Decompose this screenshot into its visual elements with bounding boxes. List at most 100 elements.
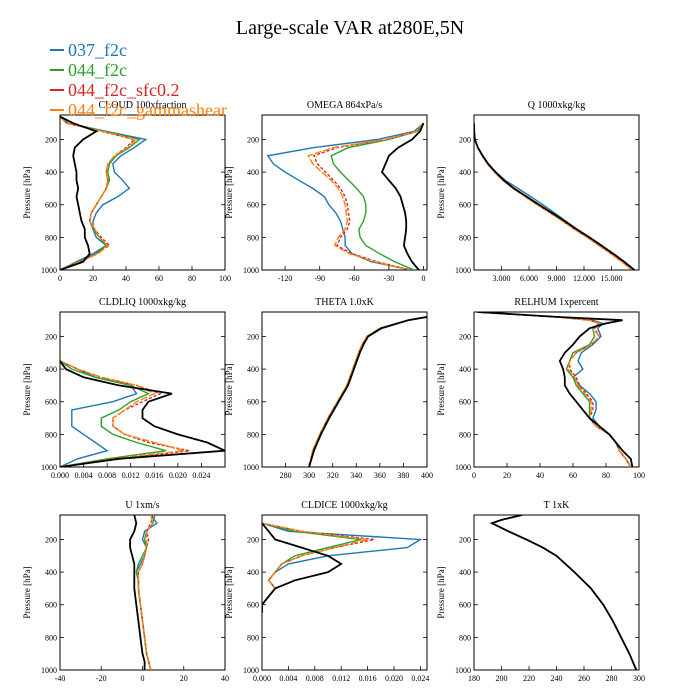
y-tick-label: 600 xyxy=(247,201,259,210)
x-tick-label: 12.000 xyxy=(573,274,595,283)
plot-frame xyxy=(59,311,226,468)
y-tick-label: 800 xyxy=(459,633,471,642)
y-tick-label: 400 xyxy=(247,168,259,177)
x-tick-label: 0 xyxy=(472,471,476,480)
panel-5: THETA 1.0xK Pressure [hPa] 200 400 600 800 100… xyxy=(224,297,433,480)
x-tick-label: 0.008 xyxy=(98,471,116,480)
y-tick-label: 800 xyxy=(247,233,259,242)
y-tick-label: 1000 xyxy=(455,266,471,275)
series-line-reference xyxy=(380,122,425,270)
series-line-reference xyxy=(474,123,635,270)
x-tick-label: -120 xyxy=(278,274,293,283)
x-tick-label: 3.000 xyxy=(493,274,511,283)
plot-frame xyxy=(261,114,428,271)
panel-title: T 1xK xyxy=(544,500,570,511)
x-tick-label: 340 xyxy=(350,471,362,480)
y-tick-label: 600 xyxy=(45,398,57,407)
series-line-044-f2c-sfc0-2 xyxy=(137,515,154,670)
y-tick-label: 600 xyxy=(45,601,57,610)
x-tick-label: 240 xyxy=(551,674,563,683)
x-tick-label: 0.020 xyxy=(385,674,403,683)
series-line-044-f2c-gammashear xyxy=(60,360,184,467)
y-tick-label: 200 xyxy=(45,135,57,144)
series-line-037-f2c xyxy=(308,316,427,467)
y-tick-label: 800 xyxy=(45,233,57,242)
y-axis-label: Pressure [hPa] xyxy=(224,166,234,218)
x-tick-label: 0.024 xyxy=(411,674,429,683)
y-tick-label: 1000 xyxy=(243,266,259,275)
x-tick-label: 200 xyxy=(496,674,508,683)
y-axis-label: Pressure [hPa] xyxy=(22,566,32,618)
panel-title: Q 1000xkg/kg xyxy=(528,100,586,111)
x-tick-label: 0.024 xyxy=(192,471,210,480)
y-tick-label: 800 xyxy=(45,430,57,439)
y-tick-label: 1000 xyxy=(243,463,259,472)
x-tick-label: 0.012 xyxy=(332,674,350,683)
x-tick-label: 180 xyxy=(468,674,480,683)
y-tick-label: 1000 xyxy=(41,266,57,275)
x-tick-label: -60 xyxy=(349,274,360,283)
y-tick-label: 400 xyxy=(247,365,259,374)
panel-title: RELHUM 1xpercent xyxy=(514,297,598,308)
x-tick-label: 40 xyxy=(122,274,130,283)
y-tick-label: 800 xyxy=(459,430,471,439)
legend-label: 044_f2c xyxy=(68,60,127,80)
series-line-037-f2c xyxy=(490,515,637,670)
x-tick-label: 100 xyxy=(219,274,231,283)
series-group xyxy=(474,123,635,270)
y-tick-label: 400 xyxy=(459,568,471,577)
x-tick-label: 60 xyxy=(569,471,577,480)
x-tick-label: 0.004 xyxy=(279,674,297,683)
x-tick-label: 0 xyxy=(141,674,145,683)
x-tick-label: 280 xyxy=(280,471,292,480)
series-line-044-f2c xyxy=(308,316,427,467)
plot-frame xyxy=(261,311,428,468)
y-tick-label: 200 xyxy=(247,332,259,341)
series-line-reference xyxy=(262,522,343,613)
panel-title: CLOUD 100xfraction xyxy=(98,100,186,111)
series-line-044-f2c-sfc0-2 xyxy=(474,123,633,270)
x-tick-label: 300 xyxy=(303,471,315,480)
x-tick-label: 40 xyxy=(536,471,544,480)
x-tick-label: 0.000 xyxy=(253,674,271,683)
y-axis-label: Pressure [hPa] xyxy=(436,363,446,415)
x-tick-label: 0.020 xyxy=(169,471,187,480)
y-axis-label: Pressure [hPa] xyxy=(224,363,234,415)
series-group xyxy=(262,522,423,613)
y-tick-label: 800 xyxy=(247,633,259,642)
series-group xyxy=(477,312,634,467)
x-tick-label: 300 xyxy=(633,674,645,683)
series-line-044-f2c-gammashear xyxy=(308,316,427,467)
x-tick-label: -30 xyxy=(384,274,395,283)
x-tick-label: 6.000 xyxy=(520,274,538,283)
y-tick-label: 200 xyxy=(45,332,57,341)
series-line-037-f2c xyxy=(477,312,632,467)
x-tick-label: 9.000 xyxy=(548,274,566,283)
series-group xyxy=(60,360,225,467)
y-axis-label: Pressure [hPa] xyxy=(22,166,32,218)
series-line-044-f2c xyxy=(490,515,637,670)
y-tick-label: 200 xyxy=(459,535,471,544)
series-line-044-f2c-sfc0-2 xyxy=(477,312,632,467)
series-line-044-f2c-gammashear xyxy=(477,312,632,467)
series-line-044-f2c-gammashear xyxy=(60,116,138,270)
x-tick-label: 100 xyxy=(633,471,645,480)
series-line-reference xyxy=(489,515,638,670)
y-tick-label: 400 xyxy=(247,568,259,577)
y-tick-label: 800 xyxy=(459,233,471,242)
y-tick-label: 200 xyxy=(459,135,471,144)
series-line-044-f2c-gammashear xyxy=(474,123,633,270)
plot-frame xyxy=(473,114,640,271)
series-line-reference xyxy=(129,515,146,670)
y-axis-label: Pressure [hPa] xyxy=(436,166,446,218)
series-line-044-f2c xyxy=(330,122,425,270)
x-tick-label: -90 xyxy=(314,274,325,283)
y-tick-label: 1000 xyxy=(243,666,259,675)
panel-3: Q 1000xkg/kg Pressure [hPa] 200 400 600 800 10… xyxy=(436,100,640,283)
series-line-044-f2c xyxy=(135,515,156,670)
y-tick-label: 1000 xyxy=(41,463,57,472)
series-line-reference xyxy=(477,312,634,467)
